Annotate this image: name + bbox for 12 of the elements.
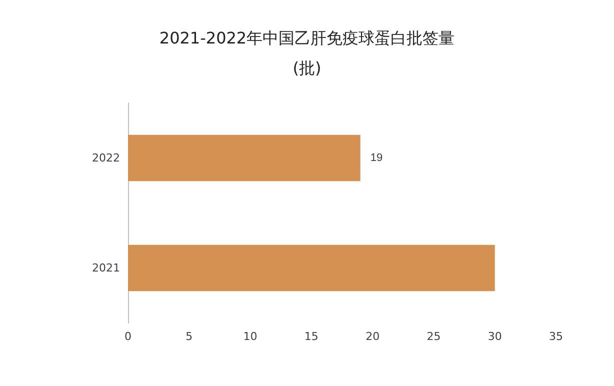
data-label: 19 (370, 152, 383, 164)
y-tick-label: 2021 (92, 262, 120, 274)
x-tick-label: 10 (243, 330, 258, 343)
chart-title: 2021-2022年中国乙肝免疫球蛋白批签量 (批) (159, 28, 455, 78)
y-tick-label: 2022 (92, 152, 120, 164)
x-tick-label: 30 (488, 330, 502, 343)
x-tick-label: 15 (304, 330, 318, 343)
x-tick-label: 25 (426, 330, 441, 343)
x-tick-label: 5 (186, 330, 193, 343)
x-tick-label: 35 (549, 330, 563, 343)
x-tick-label: 0 (124, 330, 132, 343)
x-tick-label: 20 (366, 330, 380, 343)
